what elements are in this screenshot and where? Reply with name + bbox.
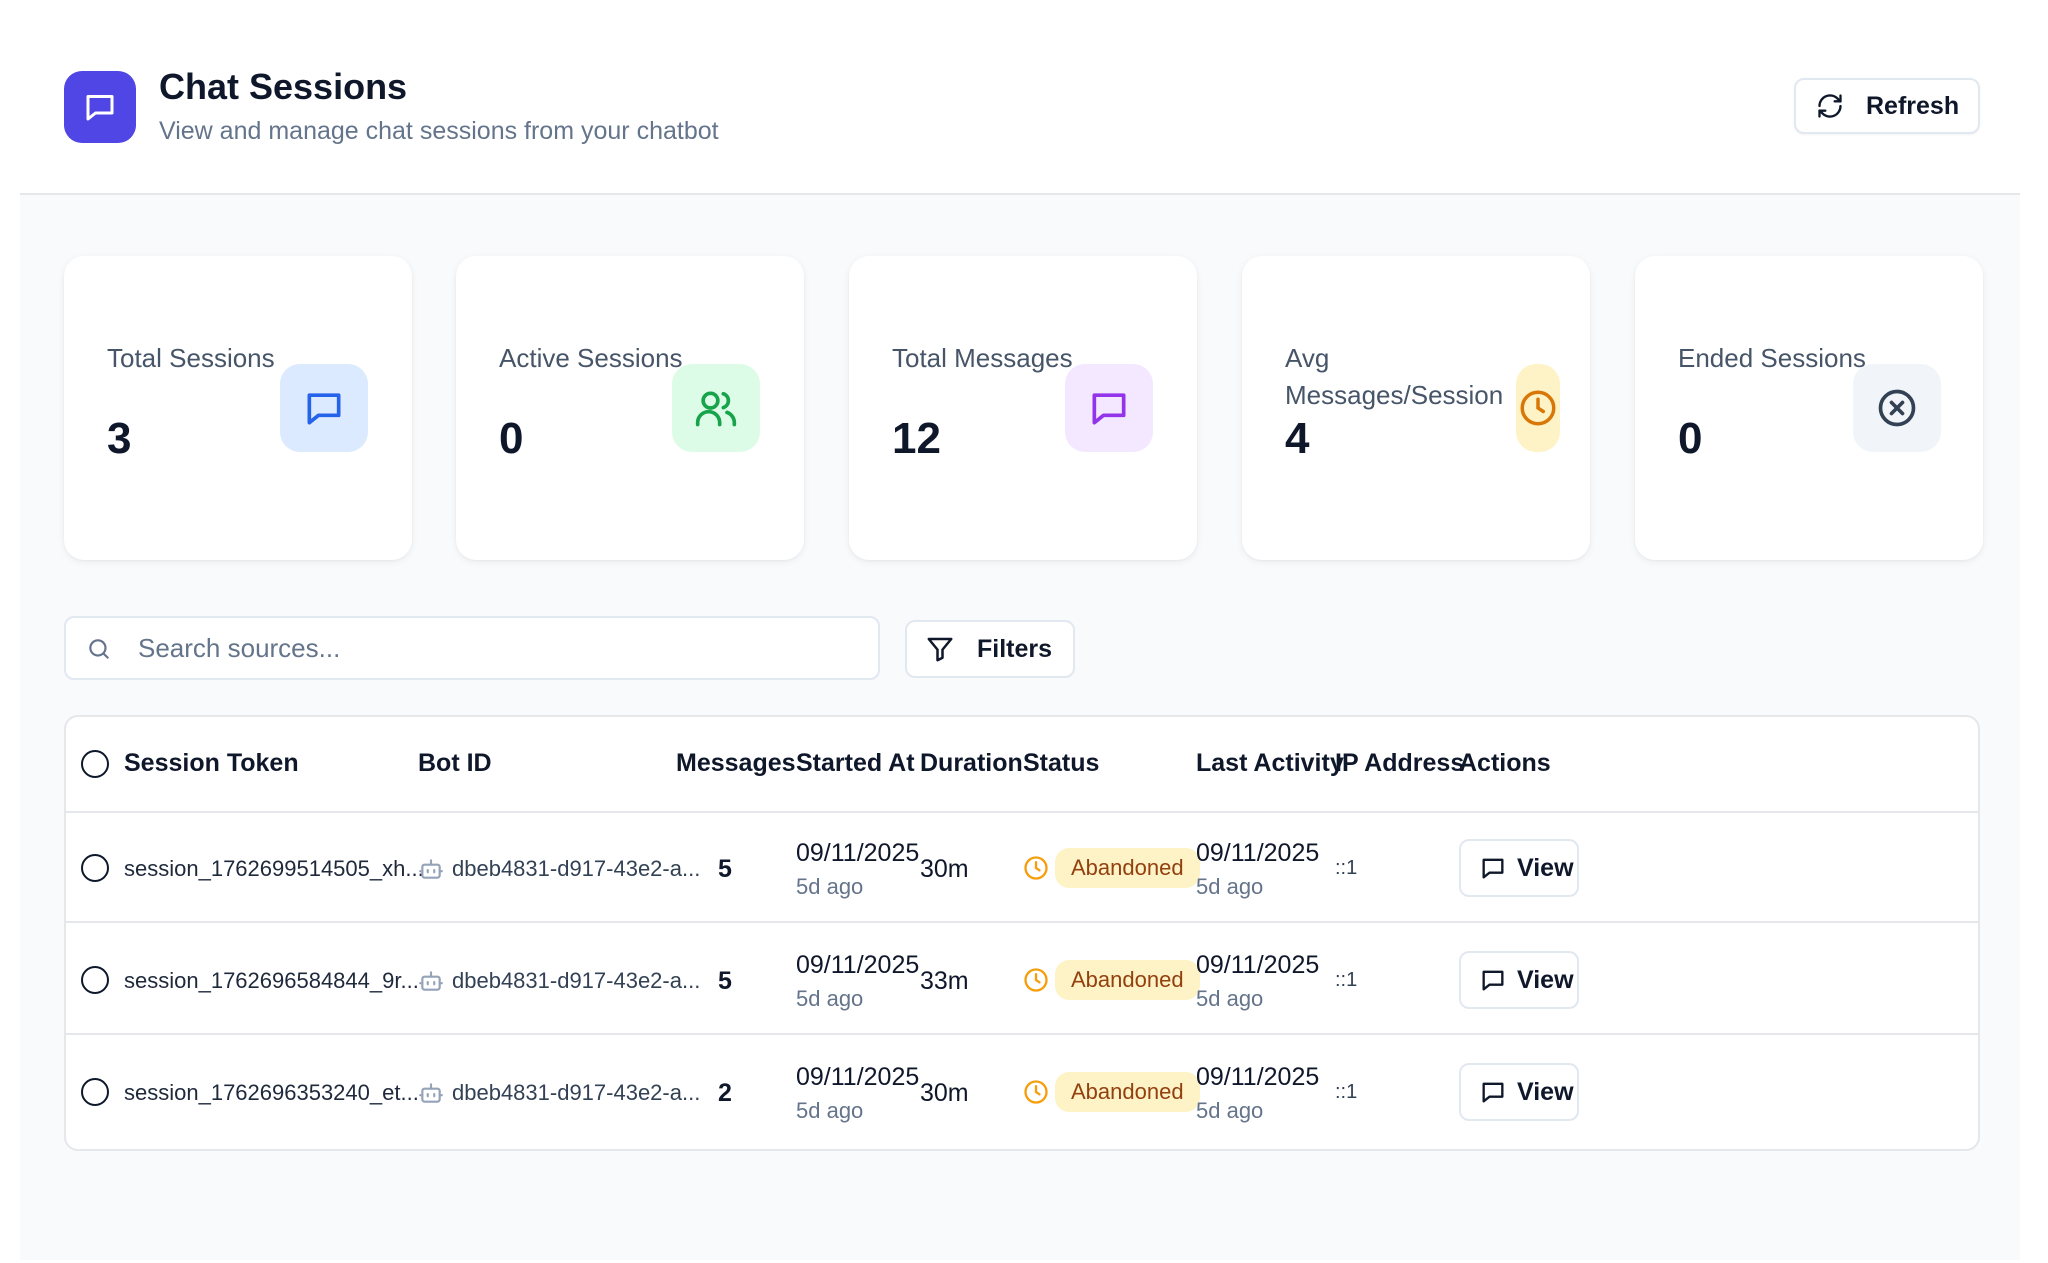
refresh-icon — [1818, 94, 1842, 118]
duration: 30m — [920, 855, 969, 883]
stat-value: 4 — [1285, 414, 1310, 463]
started-date: 09/11/2025 — [796, 951, 920, 979]
col-ip-address[interactable]: IP Address — [1335, 749, 1465, 777]
chat-logo-icon — [64, 71, 136, 143]
stat-label: Ended Sessions — [1678, 343, 1866, 373]
table-row[interactable]: session_1762699514505_xh... dbeb4831-d91… — [66, 813, 1978, 923]
sessions-table: Session Token Bot ID Messages Started At… — [64, 715, 1980, 1151]
started-date: 09/11/2025 — [796, 839, 920, 867]
message-square-icon — [1065, 364, 1153, 452]
table-header: Session Token Bot ID Messages Started At… — [66, 717, 1978, 813]
bot-id: dbeb4831-d917-43e2-a... — [452, 1080, 701, 1105]
last-activity-date: 09/11/2025 — [1196, 951, 1320, 979]
view-label: View — [1517, 853, 1574, 882]
stat-value: 0 — [499, 414, 524, 463]
message-square-icon — [1482, 970, 1504, 991]
started-ago: 5d ago — [796, 986, 864, 1011]
view-button[interactable]: View — [1459, 839, 1579, 897]
last-activity-date: 09/11/2025 — [1196, 839, 1320, 867]
bot-icon — [419, 1083, 443, 1103]
started-ago: 5d ago — [796, 874, 864, 899]
stat-value: 12 — [892, 414, 941, 463]
search-icon — [89, 639, 109, 659]
bot-icon — [419, 971, 443, 991]
row-checkbox[interactable] — [81, 1078, 109, 1106]
message-square-icon — [1482, 858, 1504, 879]
status-badge: Abandoned — [1055, 848, 1200, 888]
col-status[interactable]: Status — [1023, 749, 1100, 777]
col-last-activity[interactable]: Last Activity — [1196, 749, 1344, 777]
started-date: 09/11/2025 — [796, 1063, 920, 1091]
bot-id: dbeb4831-d917-43e2-a... — [452, 968, 701, 993]
session-token: session_1762696353240_et... — [124, 1080, 419, 1105]
page-subtitle: View and manage chat sessions from your … — [159, 117, 719, 145]
duration: 30m — [920, 1079, 969, 1107]
filters-label: Filters — [977, 634, 1053, 663]
stat-card-ended-sessions: Ended Sessions 0 — [1635, 256, 1983, 560]
ip-address: ::1 — [1335, 1081, 1358, 1103]
view-label: View — [1517, 1077, 1574, 1106]
row-checkbox[interactable] — [81, 966, 109, 994]
users-icon — [672, 364, 760, 452]
message-count: 5 — [718, 855, 732, 883]
duration: 33m — [920, 967, 969, 995]
search-box — [64, 616, 880, 680]
last-activity-ago: 5d ago — [1196, 874, 1264, 899]
stat-label: Active Sessions — [499, 343, 683, 373]
stat-card-active-sessions: Active Sessions 0 — [456, 256, 804, 560]
message-square-icon — [280, 364, 368, 452]
col-messages[interactable]: Messages — [676, 749, 796, 777]
select-all-checkbox[interactable] — [81, 750, 109, 778]
col-bot-id[interactable]: Bot ID — [418, 749, 492, 777]
stat-value: 3 — [107, 414, 132, 463]
started-ago: 5d ago — [796, 1098, 864, 1123]
view-button[interactable]: View — [1459, 951, 1579, 1009]
clock-icon — [1024, 856, 1048, 880]
session-token: session_1762696584844_9r... — [124, 968, 419, 993]
view-button[interactable]: View — [1459, 1063, 1579, 1121]
stat-label: Total Sessions — [107, 343, 275, 373]
message-square-icon — [1482, 1082, 1504, 1103]
page-header: Chat Sessions View and manage chat sessi… — [20, 20, 2020, 195]
clock-icon — [1024, 968, 1048, 992]
session-token: session_1762699514505_xh... — [124, 856, 424, 881]
view-label: View — [1517, 965, 1574, 994]
ip-address: ::1 — [1335, 857, 1358, 879]
stat-value: 0 — [1678, 414, 1703, 463]
row-checkbox[interactable] — [81, 854, 109, 882]
table-row[interactable]: session_1762696353240_et... dbeb4831-d91… — [66, 1037, 1978, 1147]
stat-card-total-sessions: Total Sessions 3 — [64, 256, 412, 560]
chat-sessions-page: Chat Sessions View and manage chat sessi… — [20, 20, 2020, 1260]
status-badge: Abandoned — [1055, 1072, 1200, 1112]
stat-label: Avg Messages/Session — [1285, 343, 1504, 410]
bot-icon — [419, 859, 443, 879]
status-badge: Abandoned — [1055, 960, 1200, 1000]
bot-id: dbeb4831-d917-43e2-a... — [452, 856, 701, 881]
filter-icon — [927, 637, 953, 662]
stat-card-avg-messages: Avg Messages/Session 4 — [1242, 256, 1590, 560]
message-count: 2 — [718, 1079, 732, 1107]
last-activity-ago: 5d ago — [1196, 986, 1264, 1011]
message-count: 5 — [718, 967, 732, 995]
table-row[interactable]: session_1762696584844_9r... dbeb4831-d91… — [66, 925, 1978, 1035]
stat-label: Total Messages — [892, 343, 1073, 373]
col-started-at[interactable]: Started At — [796, 749, 915, 777]
page-title: Chat Sessions — [159, 66, 408, 107]
refresh-label: Refresh — [1866, 91, 1960, 120]
filters-button[interactable]: Filters — [905, 620, 1075, 678]
col-duration[interactable]: Duration — [920, 749, 1023, 777]
clock-icon — [1516, 364, 1560, 452]
last-activity-date: 09/11/2025 — [1196, 1063, 1320, 1091]
x-circle-icon — [1853, 364, 1941, 452]
clock-icon — [1024, 1080, 1048, 1104]
ip-address: ::1 — [1335, 969, 1358, 991]
stat-card-total-messages: Total Messages 12 — [849, 256, 1197, 560]
col-actions: Actions — [1459, 749, 1551, 777]
search-input[interactable] — [138, 628, 858, 668]
col-session-token[interactable]: Session Token — [124, 749, 299, 777]
last-activity-ago: 5d ago — [1196, 1098, 1264, 1123]
refresh-button[interactable]: Refresh — [1794, 78, 1980, 134]
